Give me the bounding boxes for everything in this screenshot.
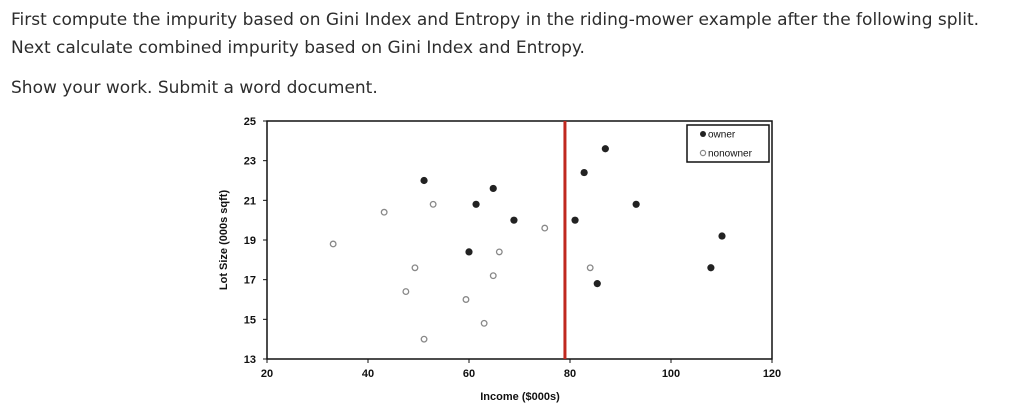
- legend: owner nonowner: [686, 124, 770, 163]
- instructions-paragraph-1: First compute the impurity based on Gini…: [11, 10, 980, 58]
- owner-point: [593, 280, 601, 288]
- x-tick-label: 80: [564, 368, 576, 380]
- y-tick-label: 21: [244, 195, 256, 207]
- owner-point: [472, 200, 480, 208]
- axis-ticks: 20 40 60 80 100 120 13 15 17 19 21 23 25: [244, 116, 781, 380]
- owner-point: [580, 168, 588, 177]
- x-tick-label: 40: [362, 368, 374, 380]
- y-tick-label: 17: [244, 275, 256, 287]
- owner-point: [571, 216, 579, 224]
- nonowner-point: [420, 335, 428, 343]
- data-points: [329, 145, 726, 343]
- x-tick-label: 60: [463, 368, 475, 380]
- owner-point: [707, 264, 715, 272]
- x-tick-label: 100: [662, 368, 680, 380]
- y-axis-label: Lot Size (000s sqft): [218, 190, 230, 291]
- x-axis-label: Income ($000s): [480, 391, 560, 403]
- owner-point: [601, 145, 609, 153]
- nonowner-legend-marker-icon: [699, 149, 707, 157]
- y-tick-label: 15: [244, 314, 256, 326]
- nonowner-point: [489, 272, 497, 280]
- x-tick-label: 120: [763, 368, 781, 380]
- y-tick-label: 23: [244, 156, 256, 168]
- y-tick-label: 13: [244, 354, 256, 366]
- nonowner-point: [480, 319, 488, 327]
- assignment-prompt: First compute the impurity based on Gini…: [11, 6, 1016, 102]
- instructions-paragraph-2: Show your work. Submit a word document.: [11, 78, 378, 98]
- owner-point: [465, 248, 473, 256]
- nonowner-point: [586, 264, 594, 272]
- owner-point: [489, 184, 497, 193]
- legend-label: nonowner: [708, 149, 753, 160]
- owner-point: [510, 216, 518, 224]
- owner-point: [420, 176, 428, 185]
- nonowner-point: [411, 264, 419, 272]
- nonowner-point: [429, 200, 437, 208]
- y-tick-label: 25: [244, 116, 256, 128]
- legend-box: [686, 124, 770, 163]
- nonowner-point: [329, 240, 337, 248]
- y-tick-label: 19: [244, 235, 256, 247]
- nonowner-point: [495, 248, 503, 256]
- x-tick-label: 20: [261, 368, 273, 380]
- nonowner-point: [541, 224, 549, 232]
- nonowner-point: [402, 288, 410, 296]
- owner-legend-marker-icon: [700, 131, 706, 137]
- legend-label: owner: [708, 130, 736, 141]
- owner-point: [718, 232, 726, 240]
- nonowner-point: [462, 296, 470, 303]
- nonowner-point: [380, 208, 388, 216]
- owner-point: [632, 200, 640, 208]
